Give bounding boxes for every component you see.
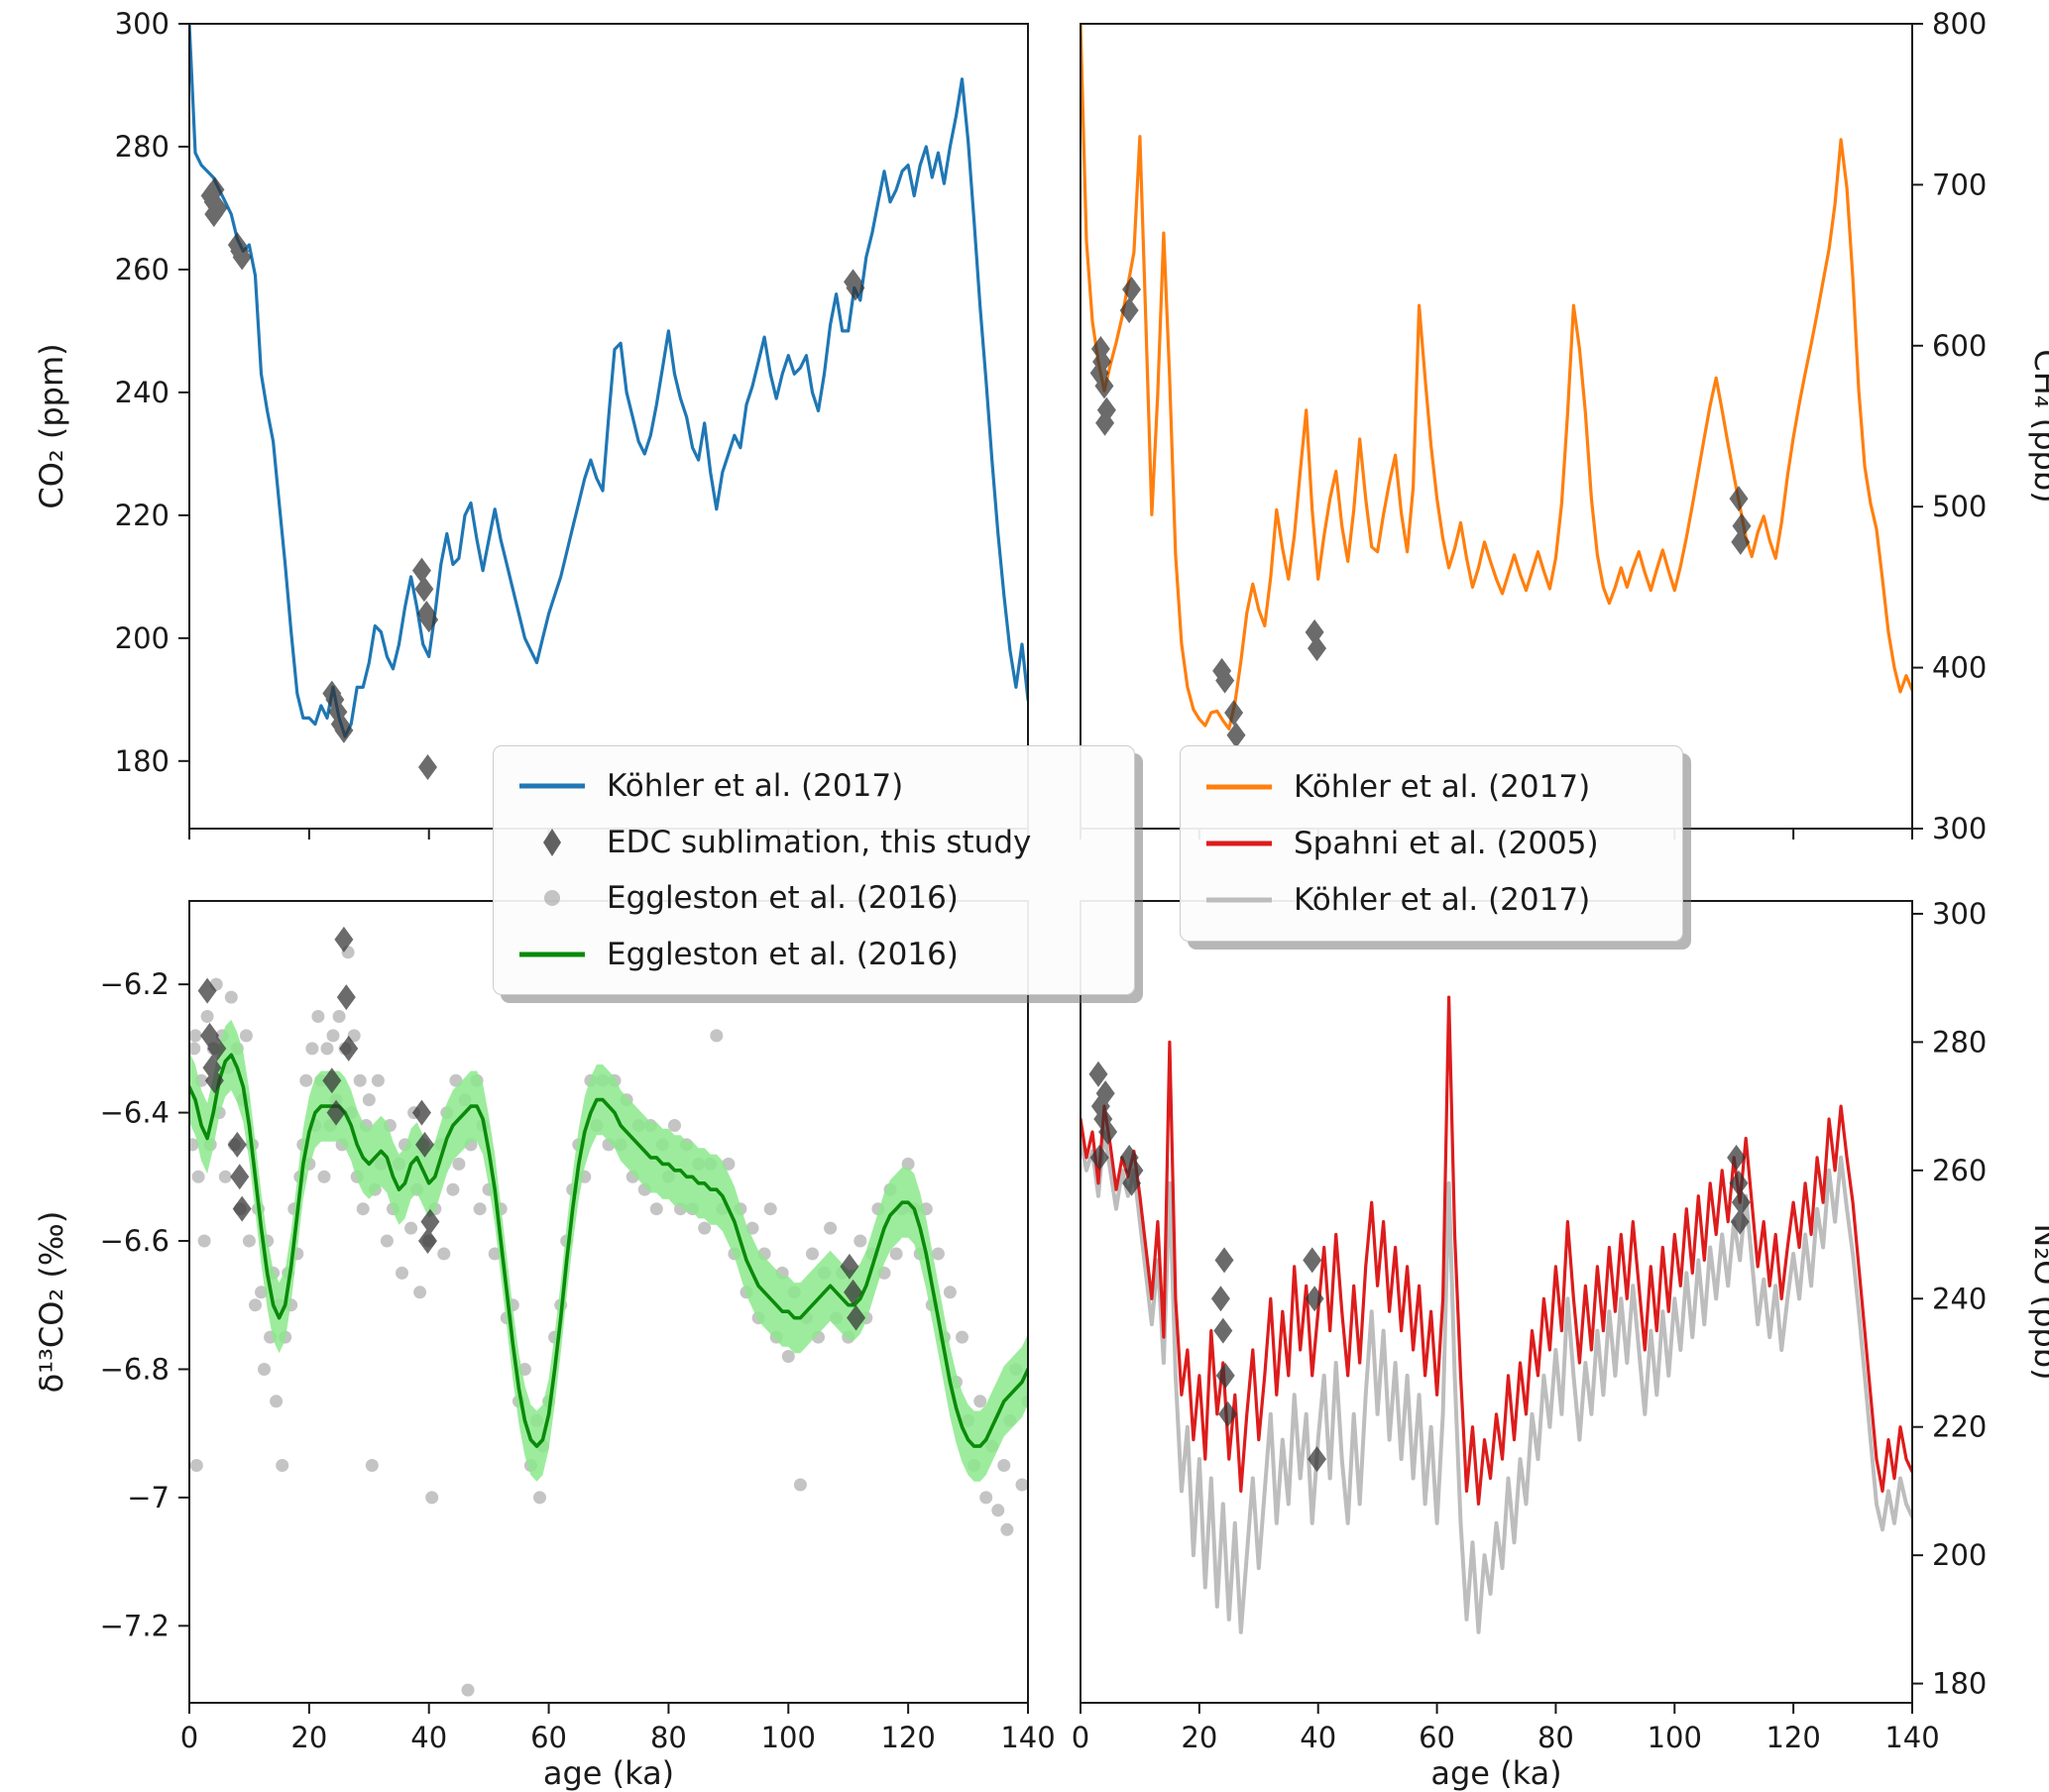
legend-label: Eggleston et al. (2016) [607,880,959,917]
legend-label: Eggleston et al. (2016) [607,936,959,972]
y-tick-label: 700 [1932,168,1987,201]
d13c-eggleston-scatter [189,946,1028,1697]
d13c-eggleston-line [189,1053,1028,1448]
y-tick-label: 800 [1932,7,1987,41]
x-tick-label: 100 [1648,1721,1702,1754]
line-swatch-icon [1206,897,1272,903]
d13c-xlabel: age (ka) [543,1754,674,1792]
legend-box-left: Köhler et al. (2017) EDC sublimation, th… [493,745,1135,995]
ch4-ylabel: CH₄ (ppb) [2027,349,2049,503]
ch4-edc-diamonds [1089,276,1752,748]
y-tick-label: 400 [1932,651,1987,685]
ch4-kohler-line [1081,24,1912,730]
ch4-frame [1080,23,1913,830]
n2o-kohler-line [1081,1130,1912,1634]
line-swatch-icon [1206,840,1272,846]
x-tick-label: 0 [1072,1721,1089,1754]
x-tick-label: 80 [1537,1721,1574,1754]
n2o-edc-diamonds [1088,1061,1751,1473]
y-tick-label: 280 [1932,1025,1987,1059]
y-tick-label: 220 [115,499,170,532]
co2-ylabel: CO₂ (ppm) [33,343,70,508]
legend-label: Spahni et al. (2005) [1294,826,1599,861]
legend-label: Köhler et al. (2017) [1294,769,1591,805]
y-tick-label: −6.6 [100,1224,170,1258]
n2o-axes: 180 200 220 240 260 280 300 0 20 40 60 80 100 120 140 N… [1072,897,2049,1792]
dot-swatch-icon [544,890,560,907]
diamond-swatch-icon [543,828,561,856]
d13c-plot-area [189,926,1028,1697]
x-tick-label: 80 [650,1721,687,1754]
legend-entry: Köhler et al. (2017) [515,758,1112,814]
d13c-uncertainty-band [189,1019,1028,1482]
y-tick-label: 280 [115,130,170,164]
n2o-xlabel: age (ka) [1430,1754,1561,1792]
x-tick-label: 100 [761,1721,816,1754]
co2-plot-area [189,24,1028,781]
co2-edc-diamonds [200,176,865,781]
legend-label: EDC sublimation, this study [607,824,1032,860]
legend-box-right: Köhler et al. (2017) Spahni et al. (2005… [1180,745,1683,942]
x-tick-label: 40 [410,1721,447,1754]
y-tick-label: 180 [115,744,170,778]
y-tick-label: 220 [1932,1410,1987,1444]
d13c-axes: −7.2 −7 −6.8 −6.6 −6.4 −6.2 0 20 40 60 80 100 120 140… [33,967,1056,1792]
legend-label: Köhler et al. (2017) [607,768,904,805]
x-tick-label: 0 [180,1721,198,1754]
x-tick-label: 120 [880,1721,935,1754]
y-tick-label: −7.2 [100,1609,170,1642]
y-tick-label: 180 [1932,1667,1987,1701]
n2o-spahni-line [1081,995,1912,1507]
y-tick-label: 200 [1932,1538,1987,1572]
line-swatch-icon [519,952,585,957]
legend-entry: Eggleston et al. (2016) [515,870,1112,926]
legend-entry: Köhler et al. (2017) [1202,872,1660,928]
y-tick-label: 260 [115,253,170,286]
ch4-axes: 300 400 500 600 700 800 CH₄ (ppb) [1080,7,2049,845]
x-tick-label: 60 [530,1721,567,1754]
y-tick-label: 600 [1932,329,1987,363]
co2-kohler-line [189,24,1028,738]
y-tick-label: 300 [1932,812,1987,845]
line-swatch-icon [1206,784,1272,790]
x-tick-label: 20 [1181,1721,1217,1754]
ch4-plot-area [1081,24,1912,748]
legend-entry: Spahni et al. (2005) [1202,816,1660,871]
d13c-edc-diamonds [197,926,866,1331]
n2o-ylabel: N₂O (ppb) [2027,1223,2049,1380]
legend-entry: Köhler et al. (2017) [1202,759,1660,815]
x-tick-label: 40 [1300,1721,1336,1754]
y-tick-label: 300 [115,7,170,41]
x-tick-label: 140 [1000,1721,1055,1754]
y-tick-label: −7 [127,1481,170,1514]
x-tick-label: 20 [290,1721,327,1754]
line-swatch-icon [519,783,585,789]
co2-axes: 180 200 220 240 260 280 300 CO₂ (ppm) [33,7,1029,840]
n2o-plot-area [1081,995,1912,1634]
y-tick-label: 200 [115,621,170,655]
legend-entry: Eggleston et al. (2016) [515,927,1112,982]
d13c-ylabel: δ¹³CO₂ (‰) [33,1211,70,1394]
y-tick-label: −6.4 [100,1096,170,1130]
x-tick-label: 60 [1419,1721,1455,1754]
y-tick-label: 300 [1932,897,1987,931]
y-tick-label: 240 [1932,1282,1987,1315]
x-tick-label: 140 [1884,1721,1939,1754]
legend-entry: EDC sublimation, this study [515,815,1112,870]
y-tick-label: 240 [115,376,170,409]
y-tick-label: −6.2 [100,967,170,1001]
x-tick-label: 120 [1765,1721,1820,1754]
y-tick-label: −6.8 [100,1352,170,1386]
y-tick-label: 260 [1932,1154,1987,1187]
legend-label: Köhler et al. (2017) [1294,882,1591,918]
y-tick-label: 500 [1932,490,1987,523]
